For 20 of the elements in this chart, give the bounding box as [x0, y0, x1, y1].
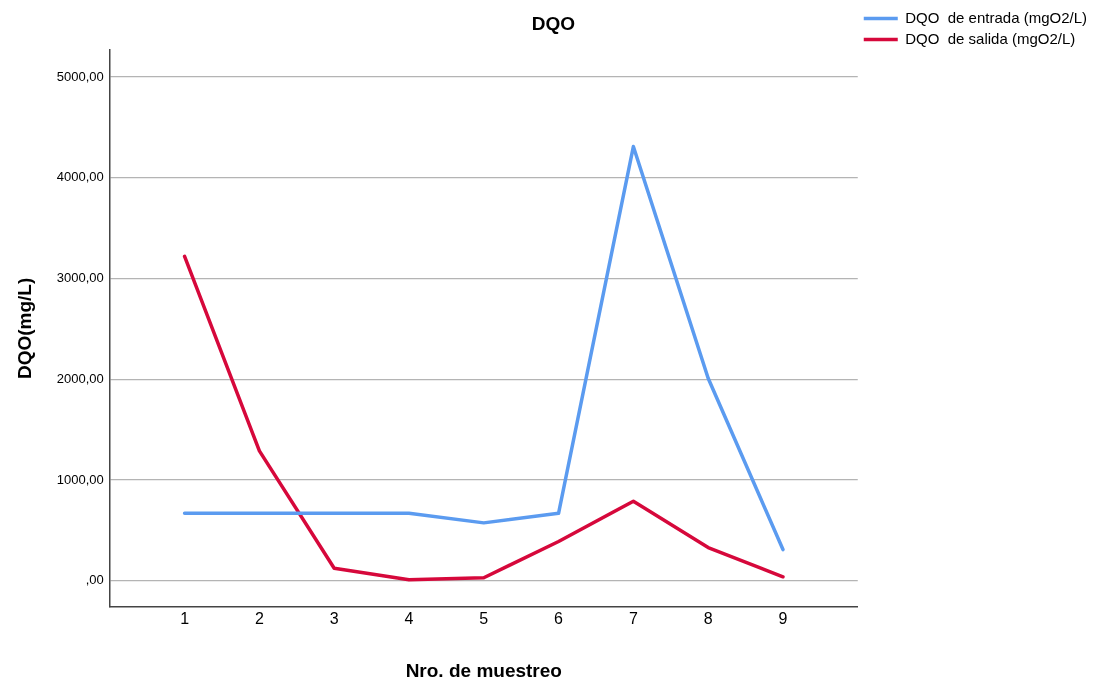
y-tick-label: ,00: [85, 572, 104, 588]
x-tick-label: 1: [180, 610, 190, 628]
y-tick-label: 5000,00: [56, 68, 104, 84]
x-axis-title: Nro. de muestreo: [405, 659, 562, 681]
y-axis-title: DQO(mg/L): [13, 277, 35, 380]
y-tick-label: 4000,00: [56, 169, 104, 185]
x-tick-label: 4: [404, 610, 414, 628]
y-tick-label: 1000,00: [56, 471, 104, 487]
x-tick-label: 8: [703, 610, 713, 628]
y-tick-label: 2000,00: [56, 370, 104, 386]
x-tick-label: 5: [479, 610, 489, 628]
legend-label: DQO de entrada (mgO2/L): [905, 8, 1088, 26]
x-tick-label: 7: [628, 610, 638, 628]
x-tick-label: 2: [254, 610, 264, 628]
chart-title: DQO: [531, 12, 576, 34]
legend-label: DQO de salida (mgO2/L): [905, 29, 1076, 47]
x-tick-label: 3: [329, 610, 339, 628]
x-tick-label: 9: [778, 610, 788, 628]
y-tick-label: 3000,00: [56, 270, 104, 286]
x-tick-label: 6: [554, 610, 564, 628]
